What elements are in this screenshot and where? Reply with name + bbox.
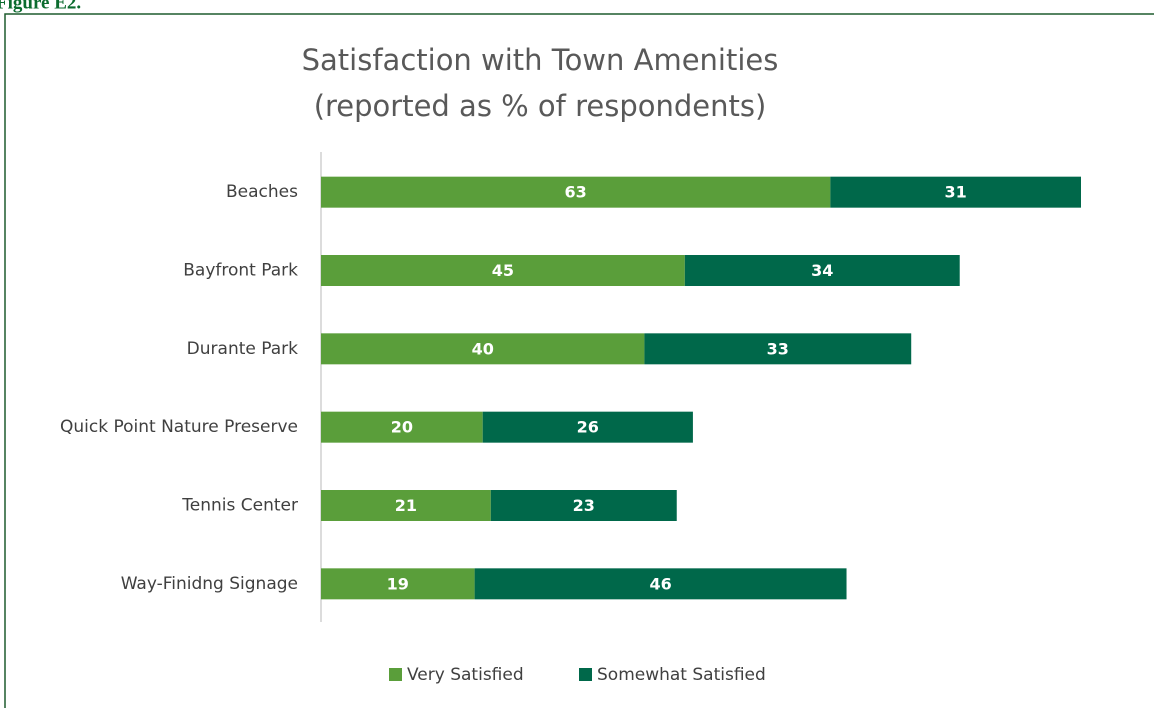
chart-title: (reported as % of respondents) [314,89,767,123]
bar-segment [321,568,475,600]
bar-segment [474,568,847,600]
legend-label: Very Satisfied [407,665,524,685]
data-label: 26 [577,418,599,437]
data-label: 34 [811,261,833,280]
y-tick-label: Way-Finidng Signage [121,574,298,594]
bar-segment [321,333,645,365]
data-label: 40 [472,339,494,358]
legend-swatch [389,668,402,681]
legend-swatch [579,668,592,681]
bar-segment [482,411,693,443]
bar-segment [321,176,831,208]
y-tick-label: Durante Park [187,339,298,359]
data-label: 33 [767,339,789,358]
bar-segment [490,490,677,521]
y-tick-label: Beaches [226,182,298,202]
data-label: 20 [391,418,413,437]
bar-segment [321,490,491,521]
bar-segment [321,411,483,443]
data-label: 63 [565,183,587,202]
bar-segment [321,255,685,286]
figure-label: Figure E2. [0,0,81,13]
data-label: 46 [649,574,671,593]
data-label: 19 [387,574,409,593]
bar-segment [830,176,1081,208]
data-label: 23 [573,496,595,515]
y-tick-label: Quick Point Nature Preserve [60,417,298,437]
data-label: 21 [395,496,417,515]
bar-segment [684,255,960,286]
frame [4,13,1154,708]
y-tick-label: Bayfront Park [183,261,298,281]
legend-label: Somewhat Satisfied [597,665,766,685]
data-label: 31 [945,183,967,202]
y-tick-label: Tennis Center [181,496,298,516]
bar-segment [644,333,912,365]
data-label: 45 [492,261,514,280]
chart-title: Satisfaction with Town Amenities [302,43,779,77]
